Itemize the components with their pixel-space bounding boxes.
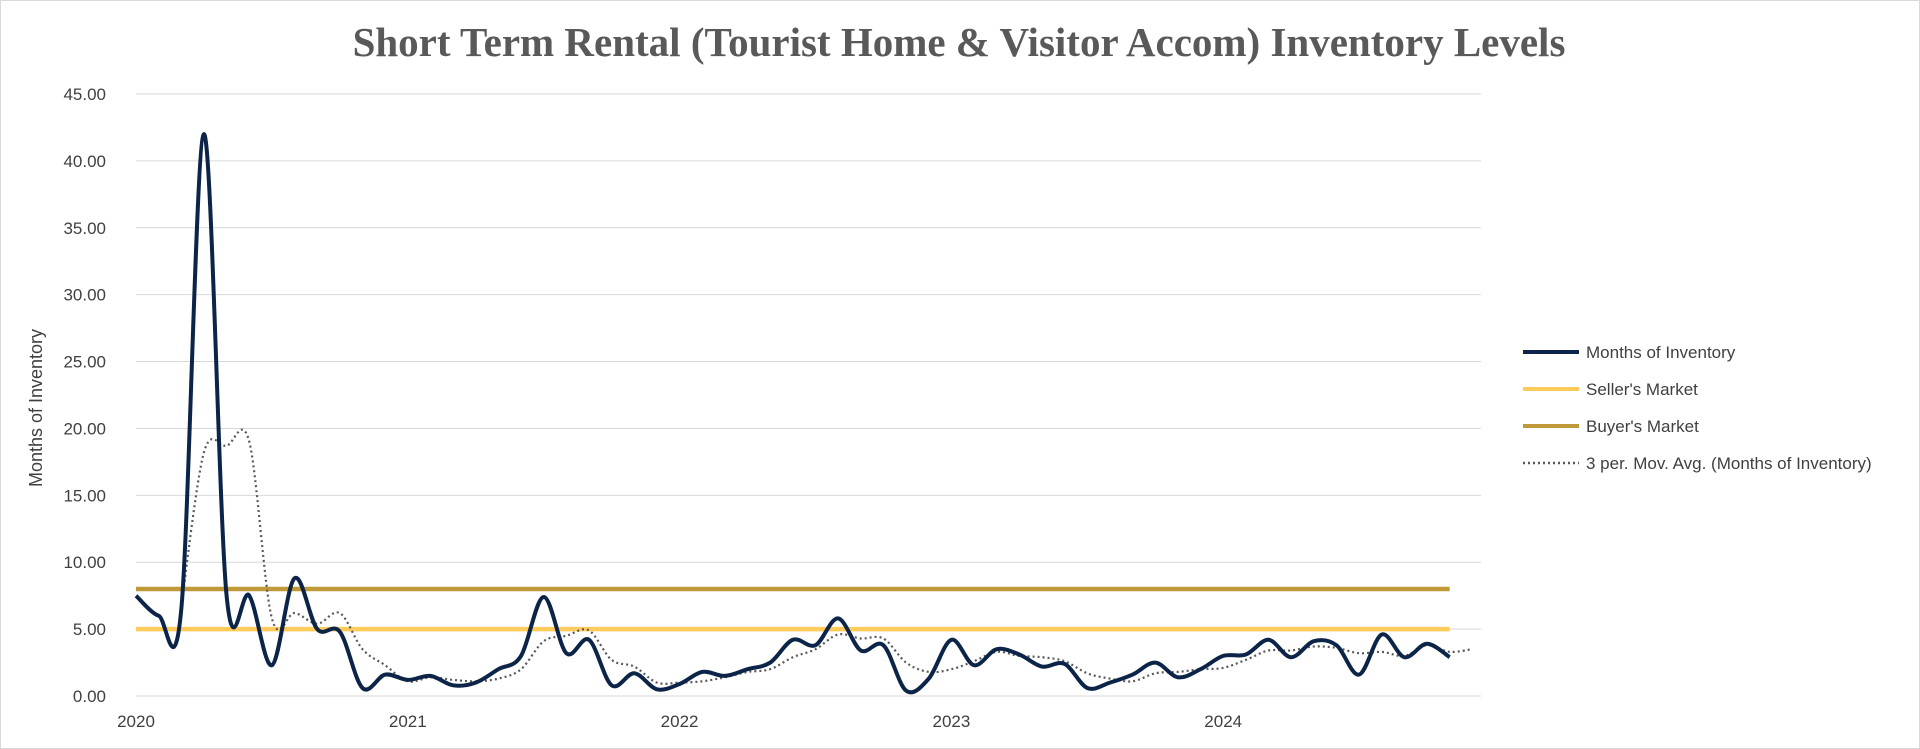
y-tick-label: 20.00 (63, 419, 106, 438)
y-tick-label: 40.00 (63, 152, 106, 171)
x-axis-ticks: 2020 2021 2022 2023 2024 (117, 712, 1242, 731)
plot-area (134, 132, 1473, 695)
x-tick-label: 2021 (389, 712, 427, 731)
y-tick-label: 25.00 (63, 353, 106, 372)
y-axis-title: Months of Inventory (26, 329, 46, 487)
y-tick-label: 30.00 (63, 286, 106, 305)
y-tick-label: 0.00 (73, 687, 106, 706)
y-tick-label: 5.00 (73, 620, 106, 639)
series-months-of-inventory (134, 132, 1451, 695)
legend-label: Seller's Market (1586, 380, 1698, 399)
legend-label: Months of Inventory (1586, 343, 1736, 362)
x-tick-label: 2020 (117, 712, 155, 731)
x-tick-label: 2024 (1204, 712, 1242, 731)
legend-label: Buyer's Market (1586, 417, 1699, 436)
chart-title: Short Term Rental (Tourist Home & Visito… (353, 19, 1566, 65)
y-axis-ticks: 0.00 5.00 10.00 15.00 20.00 25.00 30.00 35.00 40… (63, 85, 106, 706)
y-tick-label: 45.00 (63, 85, 106, 104)
legend-label: 3 per. Mov. Avg. (Months of Inventory) (1586, 454, 1872, 473)
y-tick-label: 35.00 (63, 219, 106, 238)
y-tick-label: 10.00 (63, 553, 106, 572)
x-tick-label: 2023 (932, 712, 970, 731)
y-tick-label: 15.00 (63, 486, 106, 505)
gridlines (136, 93, 1481, 697)
series-3-per-mov-avg-months-of-inventory (180, 428, 1473, 685)
legend: Months of Inventory Seller's Market Buyer'… (1523, 343, 1872, 473)
x-tick-label: 2022 (661, 712, 699, 731)
